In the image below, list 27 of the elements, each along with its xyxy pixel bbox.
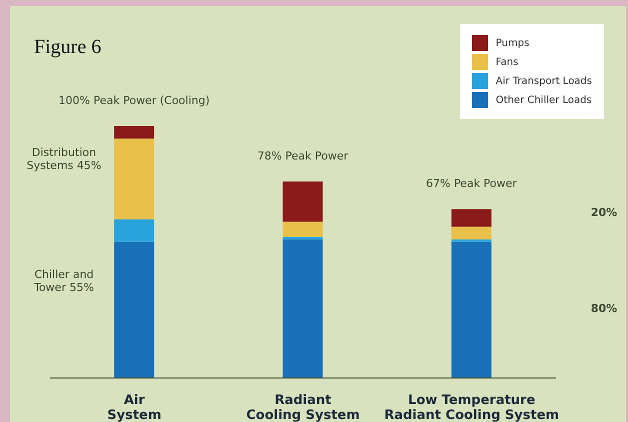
x-tick-label: Radiant Cooling System [246,393,360,422]
x-tick-label: Low Temperature Radiant Cooling System [384,393,560,422]
bar [282,236,323,240]
legend-label: Pumps [496,38,530,48]
total-label: 78% Peak Power [257,149,349,162]
total-label: 67% Peak Power [426,177,518,190]
text: 20% [590,206,618,219]
bar [114,138,154,220]
legend-label: Air Transport Loads [496,76,592,86]
bar [451,242,492,378]
bar [114,242,154,378]
total-label: 100% Peak Power (Cooling) [58,94,210,107]
bar [282,181,323,222]
bar [114,126,154,139]
x-tick-label: Air System [107,393,162,422]
bar [451,226,492,240]
legend-label: Other Chiller Loads [496,94,592,106]
annotation: Distribution Systems 45% [26,146,102,172]
bar [282,222,323,237]
legend-label: Fans [496,56,518,68]
bar [451,209,492,227]
bar [282,239,323,378]
bar [451,239,492,242]
bar [114,219,154,242]
chart-title: Figure 6 [34,36,102,59]
annotation: Chiller and Tower 55% [33,268,95,294]
text: 80% [590,302,618,315]
